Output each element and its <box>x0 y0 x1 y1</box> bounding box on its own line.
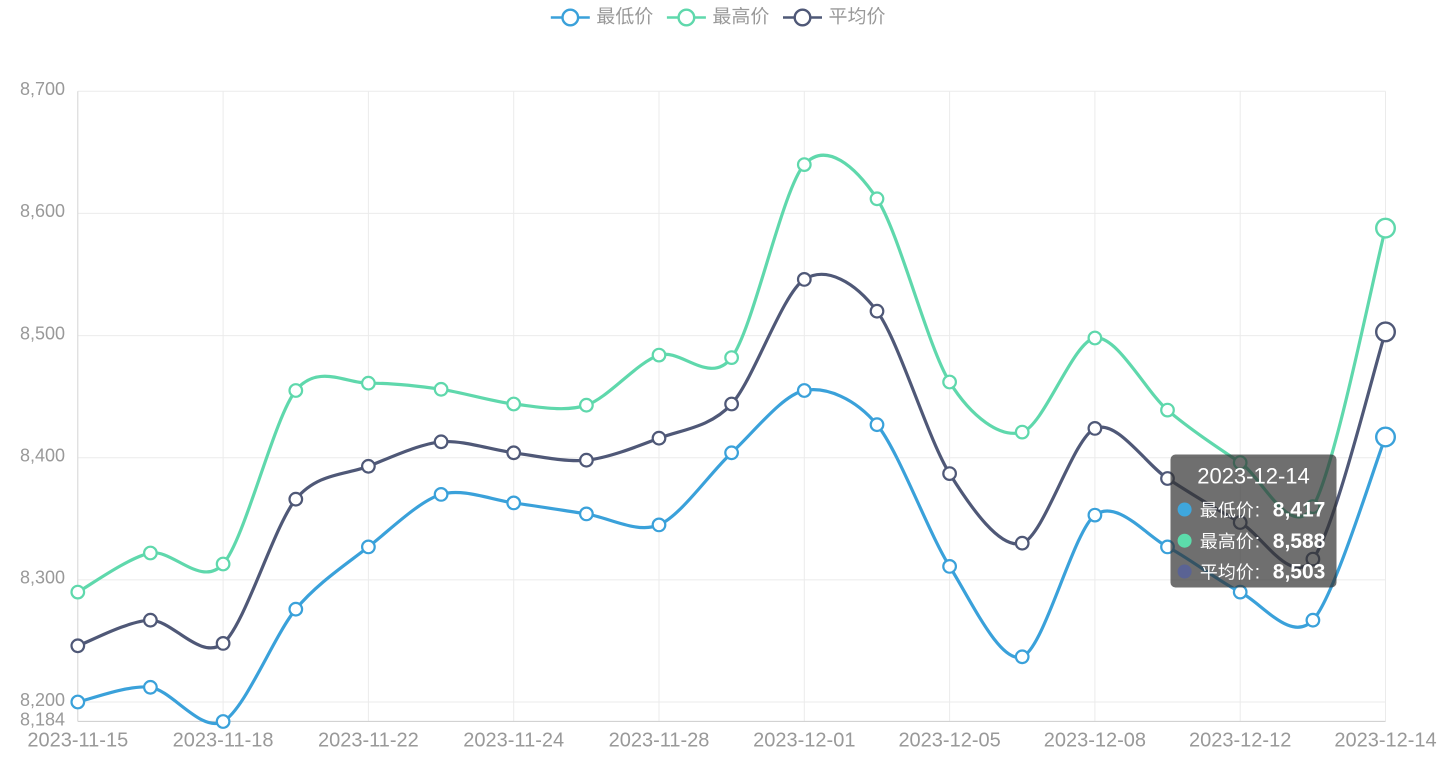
svg-text:2023-12-14: 2023-12-14 <box>1334 730 1436 752</box>
svg-text:2023-11-18: 2023-11-18 <box>173 730 274 752</box>
svg-text:2023-12-01: 2023-12-01 <box>753 730 855 752</box>
svg-text:2023-12-14: 2023-12-14 <box>1197 464 1310 489</box>
svg-text:8,184: 8,184 <box>20 710 65 730</box>
svg-text:8,600: 8,600 <box>20 201 65 221</box>
svg-text:8,400: 8,400 <box>20 446 65 466</box>
svg-text:8,700: 8,700 <box>20 79 65 99</box>
svg-text:2023-11-15: 2023-11-15 <box>27 730 128 752</box>
svg-text:2023-11-22: 2023-11-22 <box>318 730 419 752</box>
svg-text:2023-12-12: 2023-12-12 <box>1189 730 1291 752</box>
svg-text:8,503: 8,503 <box>1273 561 1326 584</box>
svg-text:2023-12-08: 2023-12-08 <box>1044 730 1146 752</box>
svg-text:2023-11-24: 2023-11-24 <box>463 730 564 752</box>
svg-text:2023-12-05: 2023-12-05 <box>898 730 1000 752</box>
svg-text:8,588: 8,588 <box>1273 530 1326 553</box>
svg-text:8,200: 8,200 <box>20 690 65 710</box>
svg-text::: : <box>1255 500 1260 521</box>
svg-text:8,300: 8,300 <box>20 568 65 588</box>
svg-text::: : <box>1255 532 1260 553</box>
svg-text::: : <box>1255 562 1260 583</box>
svg-text:8,500: 8,500 <box>20 323 65 343</box>
svg-text:2023-11-28: 2023-11-28 <box>609 730 710 752</box>
svg-text:8,417: 8,417 <box>1273 499 1326 522</box>
